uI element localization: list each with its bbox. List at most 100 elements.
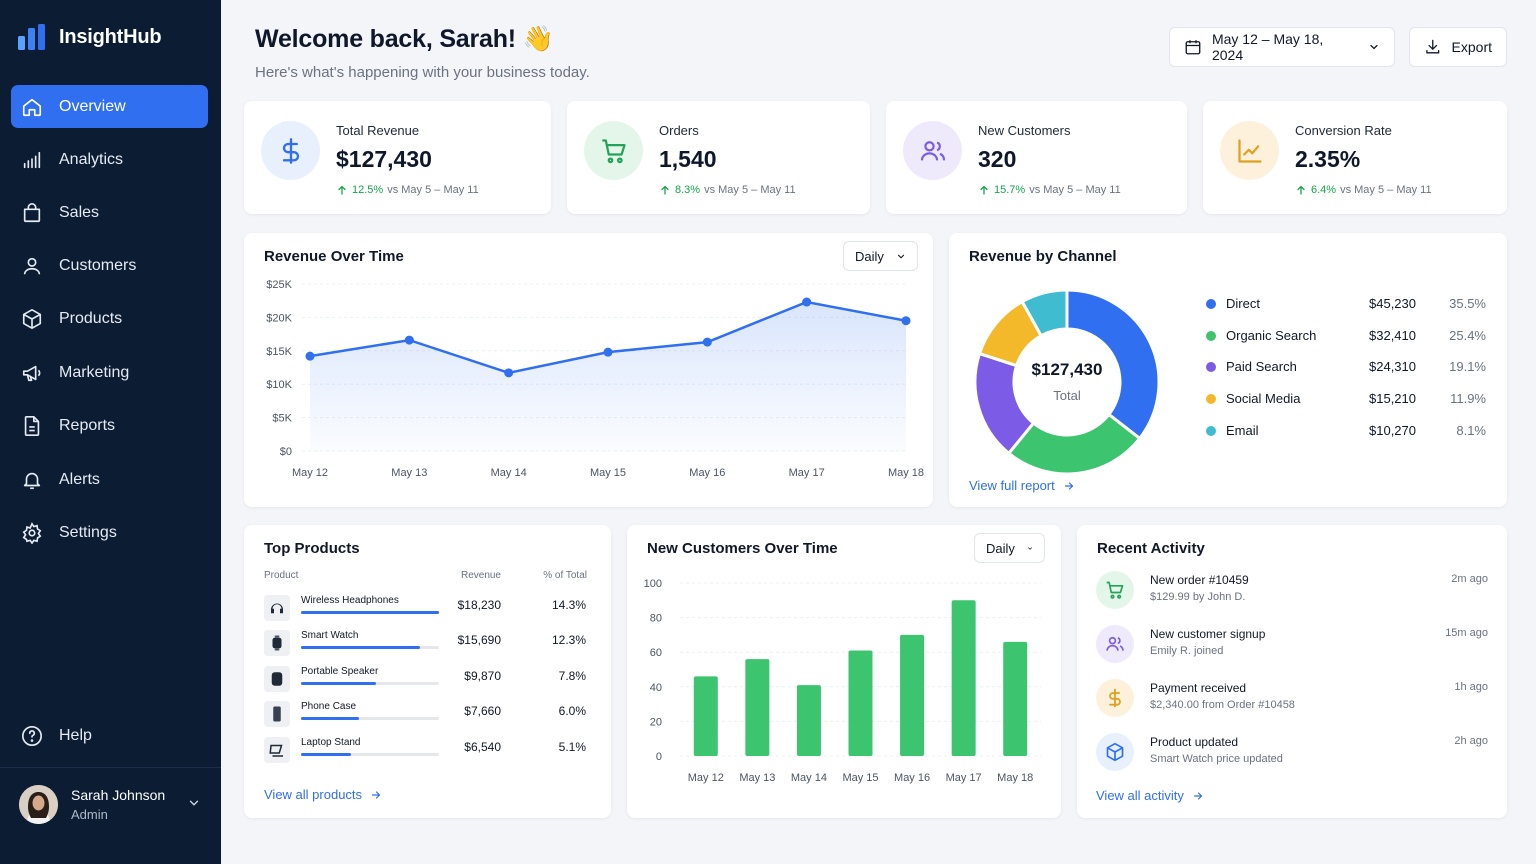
- kpi-delta: 15.7% vs May 5 – May 11: [978, 184, 1121, 196]
- dollar-icon: [1096, 679, 1134, 717]
- x-tick-label: May 15: [590, 467, 626, 479]
- view-all-products-link[interactable]: View all products: [264, 787, 382, 802]
- activity-item[interactable]: New customer signup Emily R. joined 15m …: [1096, 624, 1488, 664]
- bar[interactable]: [1003, 641, 1028, 756]
- chevron-down-icon[interactable]: [187, 796, 201, 810]
- table-row[interactable]: Portable Speaker $9,870 7.8%: [264, 665, 589, 693]
- data-point[interactable]: [504, 368, 514, 378]
- kpi-label: Orders: [659, 123, 699, 138]
- y-tick-label: 80: [650, 613, 662, 625]
- y-tick-label: $15K: [266, 346, 292, 358]
- user-icon: [23, 257, 41, 274]
- bar[interactable]: [951, 600, 976, 756]
- user-menu[interactable]: Sarah Johnson Admin: [19, 784, 209, 824]
- watch-icon: [264, 630, 290, 656]
- bar[interactable]: [796, 685, 821, 756]
- nav-label: Overview: [59, 97, 126, 115]
- card-title: New Customers Over Time: [647, 540, 838, 557]
- phone-case-icon: [264, 701, 290, 727]
- customers-chart-card: New Customers Over Time Daily 0 20 40 60 80 1…: [627, 525, 1061, 818]
- calendar-icon: [1185, 40, 1201, 55]
- table-row[interactable]: Wireless Headphones $18,230 14.3%: [264, 594, 589, 622]
- revenue-area: [310, 302, 906, 451]
- arrow-right-icon: [1193, 791, 1203, 800]
- data-point[interactable]: [305, 351, 315, 361]
- channel-chart-card: Revenue by Channel $127,430 Total View f…: [949, 233, 1507, 507]
- users-icon: [1096, 625, 1134, 663]
- analytics-icon: [23, 151, 41, 168]
- bar[interactable]: [745, 659, 770, 756]
- nav-item-analytics[interactable]: Analytics: [11, 138, 208, 181]
- customers-granularity-select[interactable]: Daily: [974, 533, 1045, 563]
- activity-item[interactable]: Product updated Smart Watch price update…: [1096, 732, 1488, 772]
- nav-label: Reports: [59, 416, 116, 434]
- donut-slice-organic-search[interactable]: [1006, 412, 1142, 476]
- nav-item-sales[interactable]: Sales: [11, 191, 208, 234]
- activity-item[interactable]: Payment received $2,340.00 from Order #1…: [1096, 678, 1488, 718]
- x-tick-label: May 14: [491, 467, 527, 479]
- data-point[interactable]: [404, 335, 414, 345]
- bar[interactable]: [693, 676, 718, 756]
- x-tick-label: May 12: [292, 467, 328, 479]
- arrow-right-icon: [371, 790, 381, 799]
- arrow-up-icon: [338, 185, 346, 195]
- y-tick-label: $0: [280, 446, 292, 458]
- data-point[interactable]: [702, 337, 712, 347]
- table-row[interactable]: Laptop Stand $6,540 5.1%: [264, 736, 589, 764]
- top-products-card: Top Products View all products: [244, 525, 611, 818]
- document-icon: [24, 415, 40, 436]
- chevron-down-icon: [897, 254, 905, 259]
- kpi-card-new-customers: New Customers 320 15.7% vs May 5 – May 11: [886, 101, 1187, 214]
- view-all-activity-link[interactable]: View all activity: [1096, 788, 1204, 803]
- date-range-label: May 12 – May 18, 2024: [1211, 31, 1324, 63]
- nav-item-overview[interactable]: Overview: [11, 85, 208, 128]
- brand[interactable]: InsightHub: [18, 24, 162, 50]
- data-point[interactable]: [802, 297, 812, 307]
- kpi-card-conversion-rate: Conversion Rate 2.35% 6.4% vs May 5 – May…: [1203, 101, 1507, 214]
- data-point[interactable]: [603, 347, 613, 357]
- export-button[interactable]: Export: [1409, 27, 1507, 67]
- date-range-picker[interactable]: May 12 – May 18, 2024: [1169, 27, 1395, 67]
- kpi-delta: 6.4% vs May 5 – May 11: [1295, 184, 1432, 196]
- user-name: Sarah Johnson: [71, 786, 166, 803]
- activity-item[interactable]: New order #10459 $129.99 by John D. 2m a…: [1096, 570, 1488, 610]
- revenue-chart-card: Revenue Over Time Daily $0 $5K $10K $15K $20…: [244, 233, 933, 507]
- kpi-value: 2.35%: [1295, 146, 1361, 172]
- nav-item-reports[interactable]: Reports: [11, 404, 208, 447]
- user-role: Admin: [71, 806, 108, 822]
- megaphone-icon: [22, 365, 41, 381]
- donut-slice-email[interactable]: [1020, 288, 1069, 338]
- nav-item-customers[interactable]: Customers: [11, 244, 208, 287]
- avatar: [19, 784, 58, 824]
- bar[interactable]: [900, 634, 925, 756]
- customers-bar-chart: 0 20 40 60 80 100 May 12 May 13 May 14 May 15 May …: [644, 578, 1041, 784]
- kpi-value: 1,540: [659, 146, 717, 172]
- kpi-value: $127,430: [336, 146, 432, 172]
- page-subtitle: Here's what's happening with your busine…: [255, 64, 590, 81]
- nav-item-help[interactable]: Help: [11, 714, 208, 757]
- nav-item-products[interactable]: Products: [11, 297, 208, 340]
- nav-item-settings[interactable]: Settings: [11, 511, 208, 554]
- legend-item: Email $10,270 8.1%: [1206, 421, 1488, 441]
- x-tick-label: May 16: [894, 772, 930, 784]
- bar[interactable]: [848, 650, 873, 756]
- nav-item-alerts[interactable]: Alerts: [11, 458, 208, 501]
- kpi-label: New Customers: [978, 123, 1071, 138]
- trend-chart-icon: [1220, 121, 1279, 180]
- y-tick-label: $25K: [266, 279, 292, 291]
- legend-item: Organic Search $32,410 25.4%: [1206, 326, 1488, 346]
- nav-item-marketing[interactable]: Marketing: [11, 351, 208, 394]
- table-row[interactable]: Smart Watch $15,690 12.3%: [264, 629, 589, 657]
- data-point[interactable]: [901, 316, 911, 326]
- y-tick-label: $20K: [266, 312, 292, 324]
- revenue-granularity-select[interactable]: Daily: [843, 241, 918, 271]
- cart-icon: [584, 121, 643, 180]
- x-tick-label: May 15: [842, 772, 878, 784]
- donut-slice-direct[interactable]: [1065, 288, 1161, 441]
- export-label: Export: [1451, 39, 1492, 55]
- table-row[interactable]: Phone Case $7,660 6.0%: [264, 700, 589, 728]
- view-full-report-link[interactable]: View full report: [969, 478, 1075, 493]
- kpi-label: Total Revenue: [336, 123, 420, 138]
- donut-total-label: Total: [1053, 388, 1081, 403]
- share-bar: [301, 646, 420, 649]
